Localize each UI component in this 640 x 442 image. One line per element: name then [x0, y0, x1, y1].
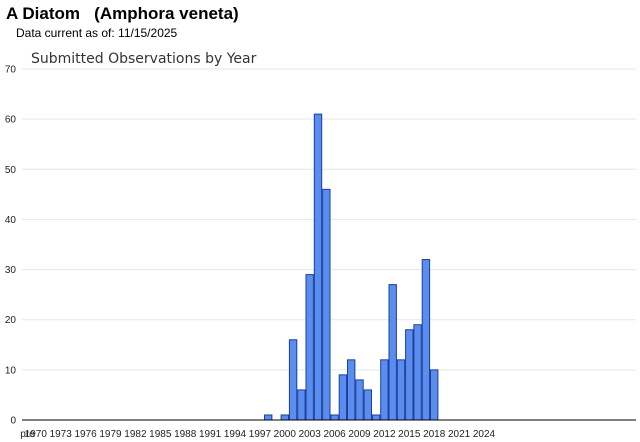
x-tick-label: 2006 [323, 429, 346, 440]
x-tick-label: 2000 [274, 429, 297, 440]
x-tick-label: 1976 [74, 429, 97, 440]
bar-2001 [288, 339, 298, 421]
bar-2017 [421, 259, 431, 421]
bar-2016 [413, 324, 422, 421]
x-tick-label: 1997 [249, 429, 272, 440]
x-tick-label: 1988 [174, 429, 197, 440]
bar-2011 [371, 414, 381, 421]
x-tick-label: 2015 [398, 429, 421, 440]
y-tick-label: 70 [5, 65, 17, 76]
bar-2009 [355, 379, 364, 421]
bar-2010 [363, 389, 373, 421]
y-tick-label: 40 [5, 215, 17, 226]
y-tick-label: 20 [5, 315, 17, 326]
bar-2013 [388, 284, 397, 421]
x-tick-label: 1985 [149, 429, 172, 440]
bar-2004 [313, 113, 323, 421]
x-tick-label: 2018 [423, 429, 446, 440]
bar-2015 [405, 329, 414, 421]
x-tick-label: 1994 [224, 429, 247, 440]
bar-2012 [380, 359, 389, 421]
x-tick-label: 2012 [373, 429, 396, 440]
bar-2007 [338, 374, 348, 421]
x-tick-label: 1970 [25, 429, 48, 440]
y-tick-label: 60 [5, 115, 17, 126]
bar-1998 [264, 414, 273, 421]
bar-2000 [280, 414, 290, 421]
x-tick-label: pre [20, 429, 35, 440]
x-tick-label: 1973 [50, 429, 73, 440]
y-tick-label: 0 [10, 416, 16, 427]
bar-2018 [430, 369, 439, 421]
bar-2006 [330, 414, 339, 421]
x-tick-label: 1979 [99, 429, 122, 440]
x-tick-label: 2009 [348, 429, 371, 440]
bar-2005 [322, 188, 331, 421]
x-tick-label: 1982 [124, 429, 147, 440]
data-current-date: Data current as of: 11/15/2025 [16, 26, 178, 40]
y-tick-label: 10 [5, 365, 17, 376]
bars [264, 113, 439, 421]
y-tick-label: 30 [5, 265, 17, 276]
bar-2008 [347, 359, 356, 421]
x-tick-label: 2024 [473, 429, 496, 440]
x-tick-label: 2003 [299, 429, 322, 440]
y-axis-ticks: 0 10 20 30 40 50 60 70 [5, 65, 17, 427]
x-tick-label: 1991 [199, 429, 222, 440]
bar-2002 [297, 389, 306, 421]
bar-2014 [396, 359, 406, 421]
y-tick-label: 50 [5, 165, 17, 176]
bar-2003 [305, 274, 314, 421]
chart-title: Submitted Observations by Year [31, 51, 257, 67]
page-title: A Diatom (Amphora veneta) [6, 4, 239, 23]
x-tick-label: 2021 [448, 429, 471, 440]
